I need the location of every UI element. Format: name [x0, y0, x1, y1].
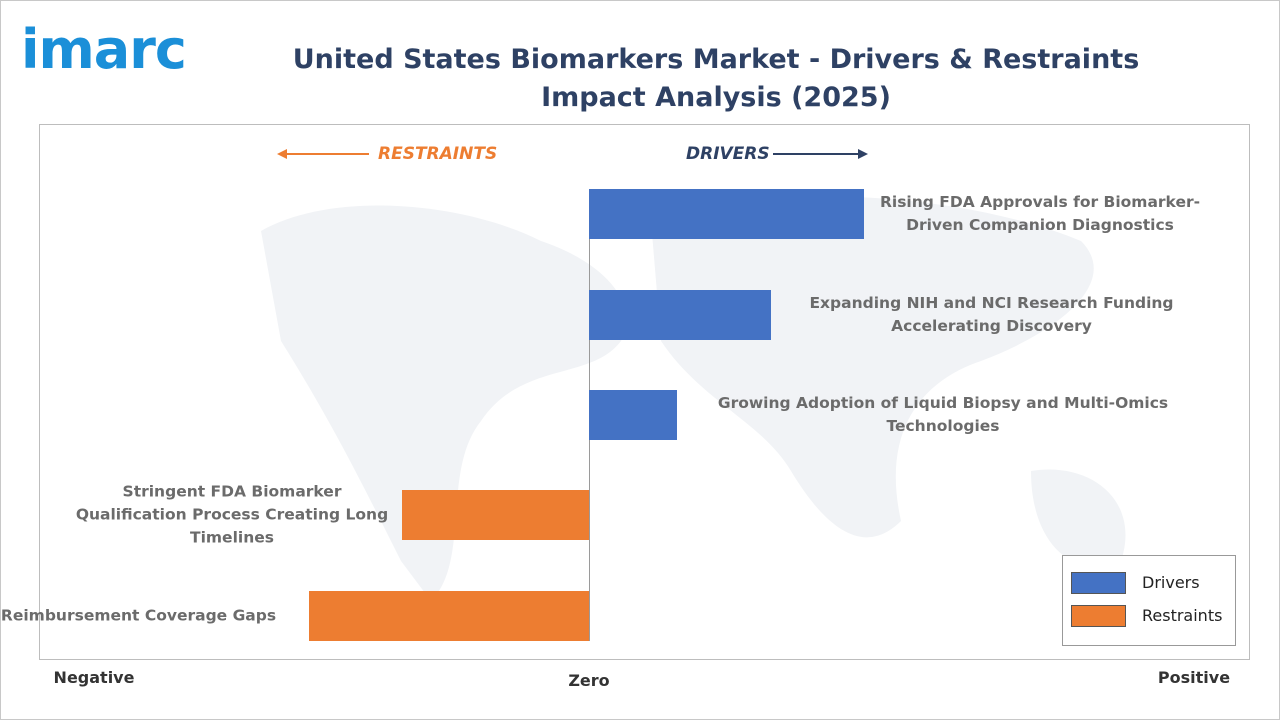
- category-label: Expanding NIH and NCI Research Funding A…: [809, 293, 1174, 335]
- x-tick-label: Zero: [568, 671, 610, 690]
- logo: imarc: [21, 18, 187, 81]
- x-tick-label: Positive: [1157, 668, 1231, 687]
- legend-swatch: [1071, 605, 1126, 627]
- annotation: DRIVERS: [686, 144, 770, 164]
- category-label: Reimbursement Coverage Gaps: [0, 606, 277, 625]
- legend-label: Restraints: [1142, 606, 1223, 625]
- bar: [589, 189, 864, 240]
- drivers-arrowhead: [858, 149, 868, 159]
- category-label: Stringent FDA Biomarker Qualification Pr…: [75, 482, 389, 547]
- bar: [589, 390, 677, 440]
- plot-area: [39, 124, 1250, 660]
- legend: Drivers Restraints: [1062, 555, 1236, 646]
- world-map: [261, 196, 1126, 601]
- category-label: Growing Adoption of Liquid Biopsy and Mu…: [717, 394, 1169, 435]
- legend-swatch: [1071, 572, 1126, 594]
- bar: [308, 590, 589, 641]
- bar: [402, 490, 589, 541]
- bar: [589, 289, 771, 340]
- legend-label: Drivers: [1142, 573, 1200, 592]
- annotation: RESTRAINTS: [378, 144, 498, 164]
- x-tick-label: Negative: [53, 668, 135, 687]
- chart-title: United States Biomarkers Market - Driver…: [292, 44, 1140, 113]
- category-label: Rising FDA Approvals for Biomarker-Drive…: [879, 193, 1201, 235]
- restraints-arrowhead: [277, 149, 287, 159]
